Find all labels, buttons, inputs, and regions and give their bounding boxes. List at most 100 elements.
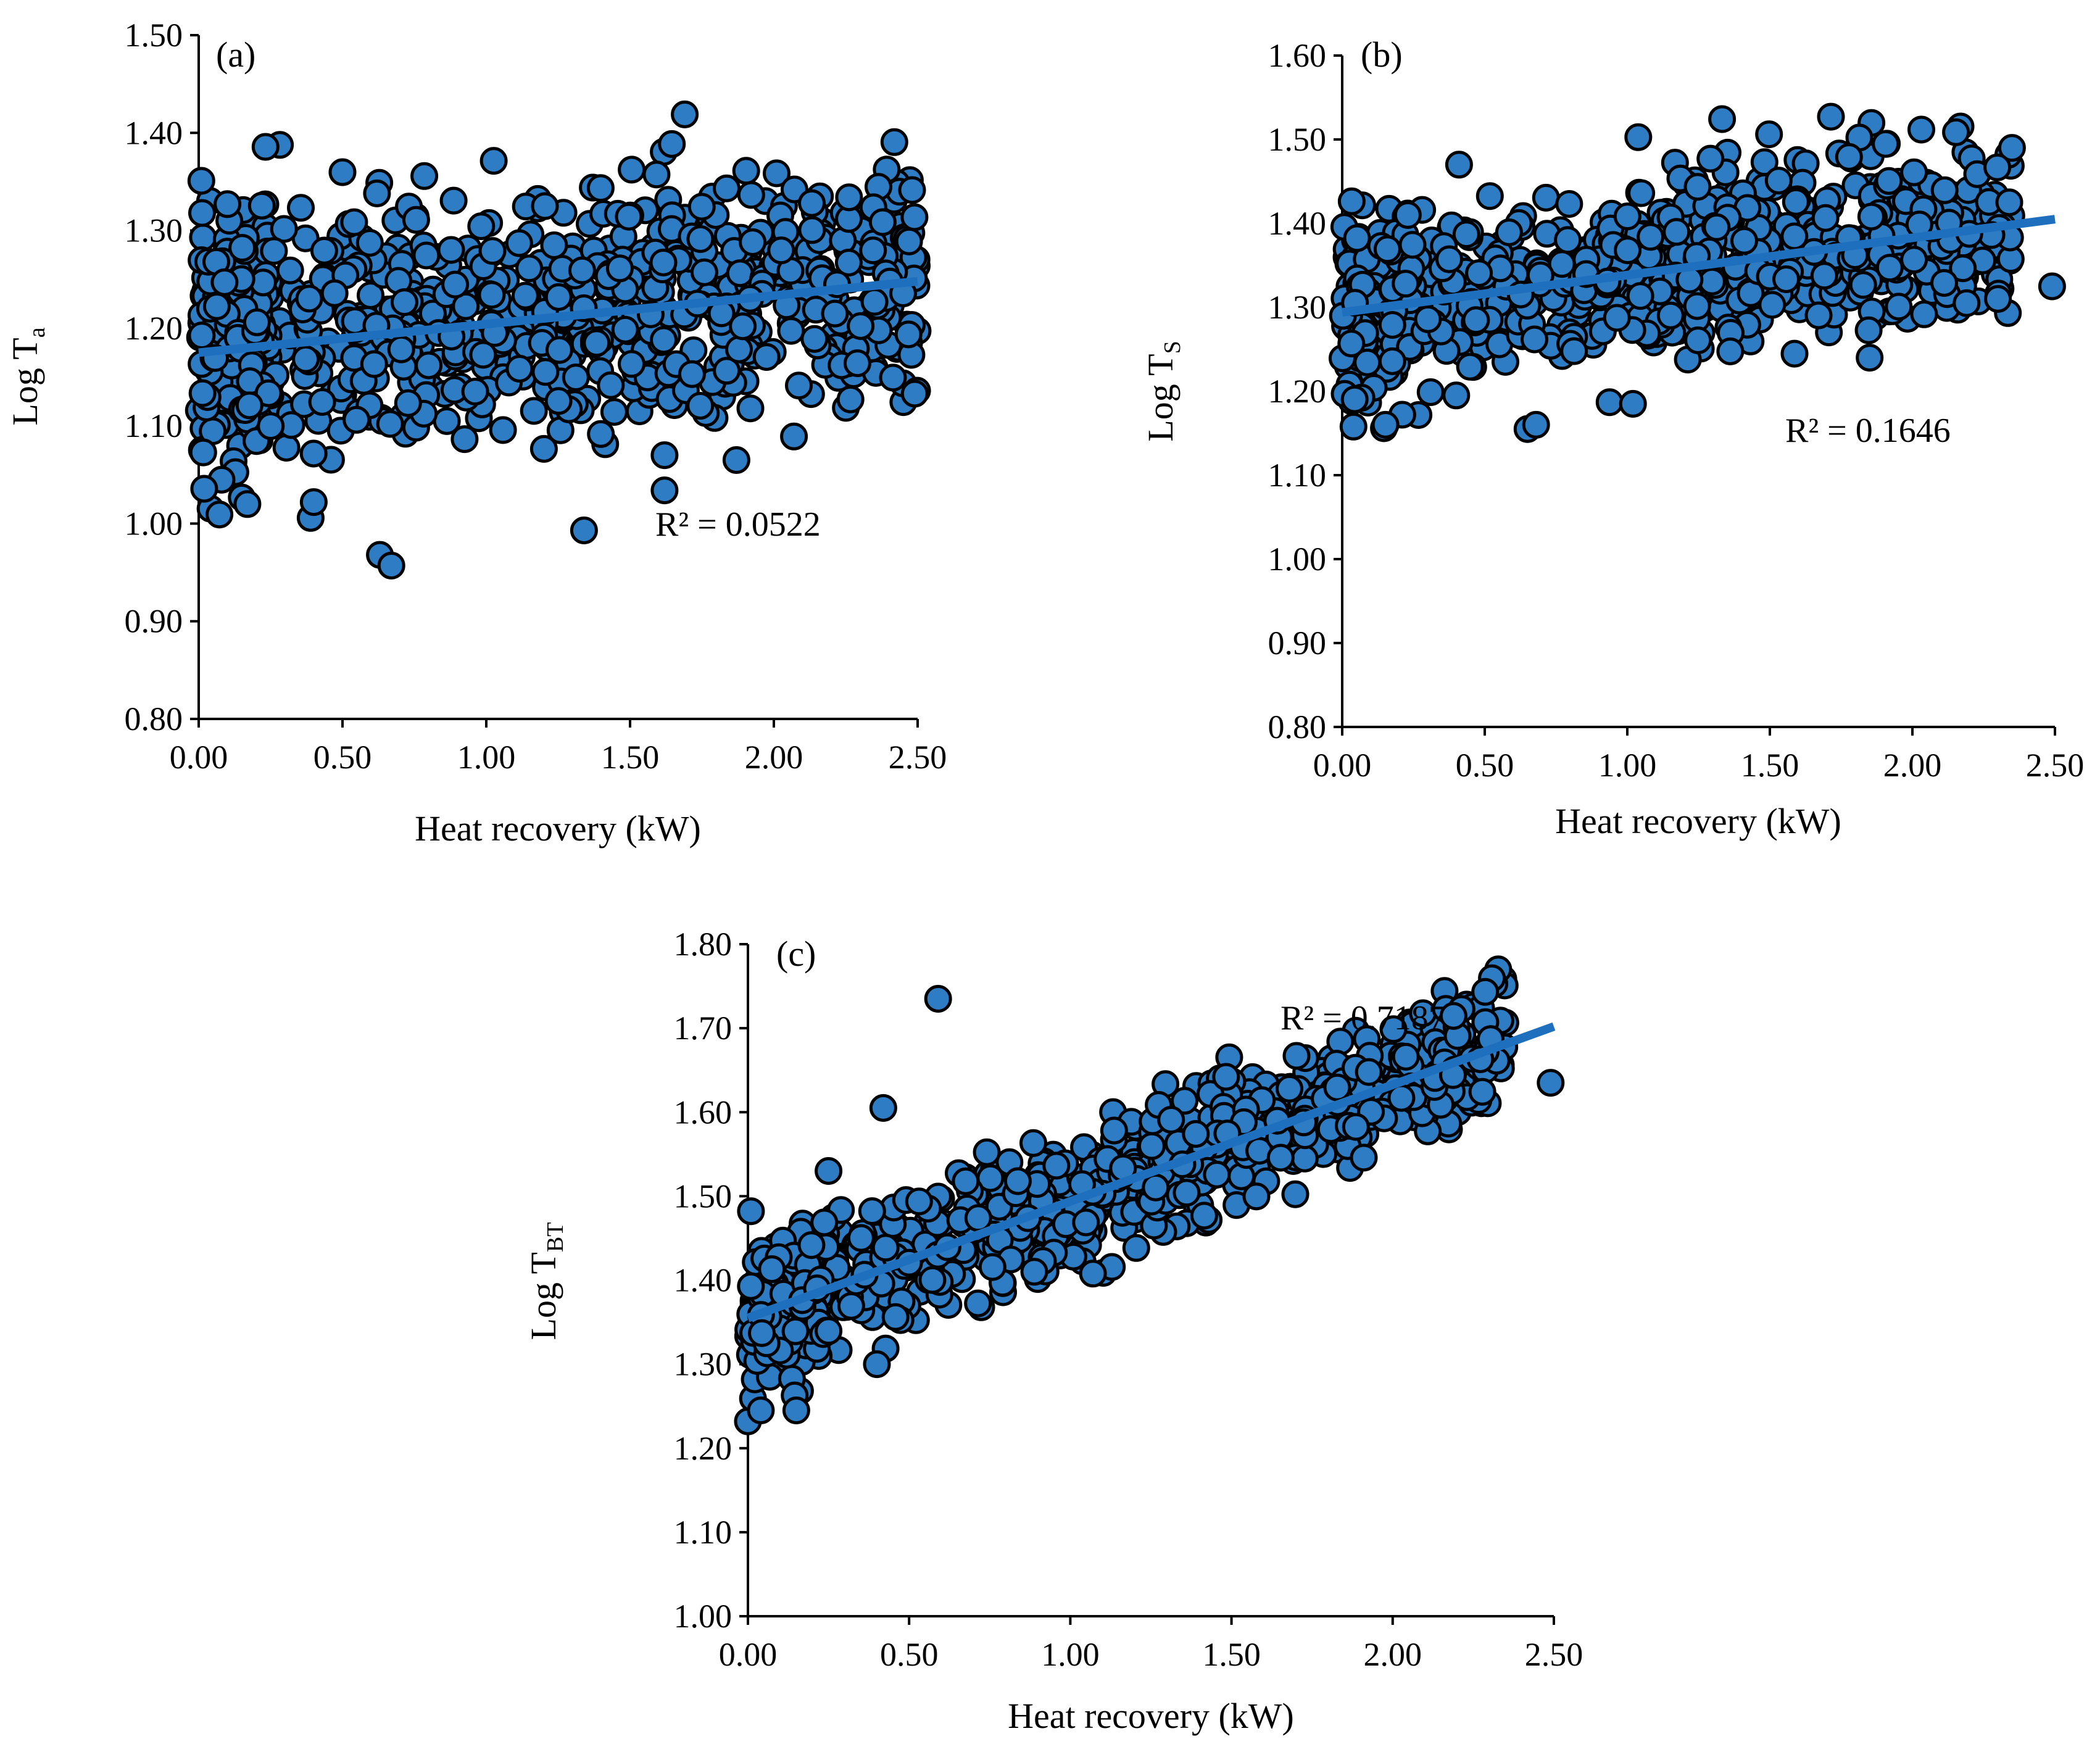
data-point <box>1548 250 1576 278</box>
data-point <box>320 279 349 307</box>
data-point <box>815 1157 843 1185</box>
data-point <box>202 292 231 320</box>
data-point <box>469 341 497 369</box>
data-point <box>228 234 257 262</box>
y-tick-label: 1.40 <box>125 114 183 151</box>
data-point <box>1340 385 1369 413</box>
data-point <box>257 412 285 440</box>
data-point <box>835 183 863 212</box>
data-point <box>1398 231 1427 259</box>
data-point <box>858 1197 886 1226</box>
chart-panel-b: 0.80 0.90 1.00 1.10 1.20 1.30 1.40 1.50 1.60 0.00… <box>1140 35 2084 841</box>
data-point <box>540 231 568 259</box>
x-tick-label: 0.50 <box>313 739 372 776</box>
y-axis-title-subscript: S <box>1160 341 1185 354</box>
data-point <box>342 405 371 434</box>
y-tick-label: 1.40 <box>1268 205 1327 242</box>
data-point <box>328 158 357 186</box>
data-point <box>1637 223 1665 251</box>
data-point <box>299 488 328 517</box>
data-point <box>1603 304 1631 332</box>
y-tick-label: 1.10 <box>674 1514 733 1551</box>
y-tick-label: 1.20 <box>674 1430 733 1467</box>
x-tick-label: 2.00 <box>745 739 803 776</box>
data-point <box>187 167 215 195</box>
data-point <box>863 1350 891 1379</box>
data-point <box>287 194 315 222</box>
y-tick-label: 1.20 <box>125 310 183 347</box>
data-point <box>650 441 679 470</box>
y-tick-label: 1.00 <box>674 1598 733 1635</box>
data-point <box>763 159 791 188</box>
data-point <box>924 985 952 1013</box>
chart-panel-a: 0.80 0.90 1.00 1.10 1.20 1.30 1.40 1.50 0.00 0.50… <box>5 17 947 849</box>
data-point <box>1003 1167 1032 1195</box>
x-tick-label: 0.00 <box>1313 747 1372 784</box>
data-point <box>964 1204 992 1232</box>
chart-panel-c: 1.00 1.10 1.20 1.30 1.40 1.50 1.60 1.70 1.80 0.00… <box>523 926 1583 1736</box>
data-point <box>1532 183 1560 212</box>
data-point <box>1475 182 1504 210</box>
data-point <box>1203 1160 1231 1189</box>
x-tick-label: 1.50 <box>1741 747 1799 784</box>
data-point <box>299 439 328 468</box>
data-point <box>1662 218 1691 246</box>
data-point <box>340 208 368 236</box>
data-point <box>1684 326 1712 354</box>
data-point <box>544 283 573 311</box>
data-point <box>505 355 534 383</box>
data-point <box>1900 246 1928 274</box>
data-point <box>687 193 716 221</box>
data-point <box>739 228 767 256</box>
data-point <box>205 500 234 529</box>
data-point <box>798 216 826 244</box>
data-point <box>1930 269 1958 297</box>
data-point <box>402 205 430 234</box>
data-point <box>847 312 875 340</box>
data-point <box>800 325 829 353</box>
data-point <box>600 398 628 426</box>
data-point <box>898 176 926 204</box>
data-point <box>1998 134 2026 162</box>
data-point <box>295 284 323 313</box>
data-point <box>1983 153 2012 181</box>
data-point <box>1342 1113 1370 1141</box>
data-point <box>860 288 889 316</box>
data-point <box>478 237 507 265</box>
data-point <box>511 281 539 310</box>
x-tick-label: 0.50 <box>880 1636 939 1673</box>
data-point <box>729 312 757 341</box>
data-point <box>1817 102 1845 131</box>
r-squared-label: R² = 0.0522 <box>655 505 821 544</box>
data-point <box>1730 226 1758 255</box>
data-point <box>452 292 480 320</box>
data-point <box>1780 222 1809 251</box>
data-point <box>1353 348 1382 376</box>
data-point <box>713 174 741 202</box>
y-axis-title: Log TS <box>1140 341 1185 441</box>
data-point <box>394 389 422 417</box>
data-point <box>1900 158 1928 186</box>
data-point <box>1414 305 1442 333</box>
data-point <box>1683 173 1712 201</box>
data-point <box>1885 293 1913 321</box>
data-point <box>1708 105 1737 133</box>
data-point <box>1337 187 1366 215</box>
data-point <box>1614 236 1642 265</box>
data-point <box>1392 270 1420 298</box>
data-point <box>1378 311 1406 339</box>
data-point <box>737 1272 765 1300</box>
y-tick-label: 1.00 <box>125 505 183 542</box>
data-point <box>1849 271 1877 299</box>
y-tick-label: 1.60 <box>1268 37 1327 74</box>
data-point <box>1758 291 1787 319</box>
data-point <box>478 281 506 309</box>
y-axis-title: Log Ta <box>5 327 50 425</box>
data-point <box>797 1231 826 1260</box>
data-point <box>973 1138 1001 1166</box>
data-point <box>1171 1087 1199 1115</box>
x-axis-title: Heat recovery (kW) <box>1555 801 1841 841</box>
y-tick-label: 1.10 <box>125 407 183 444</box>
data-point <box>489 416 517 444</box>
data-point <box>1072 1208 1100 1237</box>
